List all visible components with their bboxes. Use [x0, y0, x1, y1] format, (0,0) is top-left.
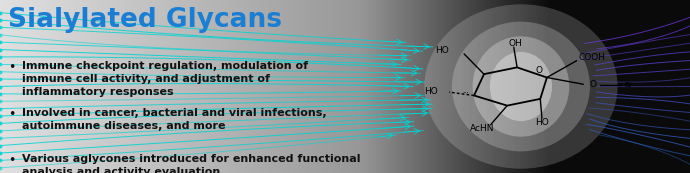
- Text: AcHN: AcHN: [470, 124, 495, 133]
- Text: •: •: [8, 61, 16, 74]
- Text: OH: OH: [509, 39, 522, 48]
- Text: Sialylated Glycans: Sialylated Glycans: [8, 7, 282, 33]
- Ellipse shape: [452, 22, 590, 151]
- Text: Involved in cancer, bacterial and viral infections,
autoimmune diseases, and mor: Involved in cancer, bacterial and viral …: [22, 108, 326, 131]
- Text: Immune checkpoint regulation, modulation of
immune cell activity, and adjustment: Immune checkpoint regulation, modulation…: [22, 61, 308, 97]
- Text: Various aglycones introduced for enhanced functional
analysis and activity evalu: Various aglycones introduced for enhance…: [22, 154, 361, 173]
- Text: ≋: ≋: [624, 80, 632, 90]
- Ellipse shape: [490, 52, 552, 121]
- Text: HO: HO: [424, 87, 437, 96]
- Ellipse shape: [473, 36, 569, 137]
- Ellipse shape: [424, 4, 618, 169]
- Text: HO: HO: [535, 118, 549, 127]
- Text: O: O: [535, 66, 542, 75]
- Text: O: O: [590, 80, 597, 89]
- Text: COOH: COOH: [578, 53, 605, 62]
- Text: •: •: [8, 154, 16, 167]
- Text: •: •: [8, 108, 16, 121]
- Text: ···: ···: [462, 90, 469, 96]
- Text: HO: HO: [435, 46, 449, 55]
